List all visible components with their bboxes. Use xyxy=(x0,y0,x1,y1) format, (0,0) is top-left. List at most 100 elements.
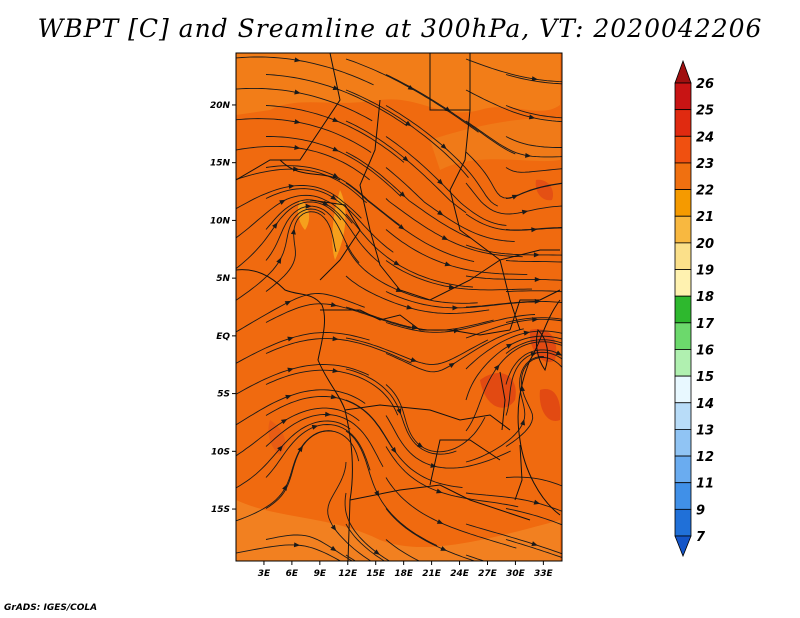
colorbar-top-extension xyxy=(674,59,692,84)
border-10 xyxy=(279,159,341,181)
streamline xyxy=(385,328,524,373)
streamline-arrow xyxy=(282,484,287,491)
colorbar: 26 25 24 23 22 21 20 19 18 17 16 15 14 13 12 11 9 7 xyxy=(674,59,715,558)
streamline xyxy=(345,430,438,547)
streamline xyxy=(265,424,371,478)
streamline-arrow xyxy=(571,559,578,566)
streamline xyxy=(505,74,562,85)
west-coastline xyxy=(236,269,353,561)
streamline xyxy=(465,182,562,215)
map-frame xyxy=(235,52,563,562)
lat-tick-label: 15S xyxy=(211,505,230,515)
streamline-arrow xyxy=(374,490,380,497)
streamline xyxy=(385,477,517,549)
colorbar-swatch xyxy=(674,162,692,190)
streamline-arrow xyxy=(572,587,579,593)
streamline xyxy=(385,167,515,243)
lake-malawi xyxy=(514,444,523,501)
streamline-arrow xyxy=(280,418,288,425)
lon-tick-label: 30E xyxy=(506,569,526,579)
streamline xyxy=(385,384,486,453)
streamline xyxy=(265,413,384,468)
lon-tick-label: 6E xyxy=(286,569,299,579)
streamline xyxy=(465,58,562,83)
colorbar-label: 24 xyxy=(696,130,714,145)
streamline-arrow xyxy=(276,257,282,264)
streamline xyxy=(505,136,562,148)
streamline-arrow xyxy=(555,350,562,356)
streamline-arrow xyxy=(531,76,538,82)
streamline-arrow xyxy=(330,194,337,201)
lon-tick-label: 3E xyxy=(258,569,271,579)
streamline-arrow xyxy=(574,165,580,170)
colorbar-swatch xyxy=(674,215,692,244)
streamline xyxy=(236,332,370,364)
shade-patch-south xyxy=(236,500,560,561)
streamline-arrow xyxy=(437,178,444,185)
streamline xyxy=(236,430,333,522)
streamline-arrow xyxy=(534,276,541,282)
streamline-arrow xyxy=(572,179,579,185)
streamline-arrow xyxy=(330,394,338,400)
colorbar-swatch xyxy=(674,429,692,457)
streamline-arrow xyxy=(416,442,424,448)
streamline xyxy=(465,523,562,555)
streamline xyxy=(505,357,562,447)
colorbar-swatch xyxy=(674,455,692,484)
streamline-arrow xyxy=(574,81,580,86)
streamline xyxy=(345,120,467,214)
streamline xyxy=(236,407,360,457)
streamline-arrow xyxy=(290,228,296,235)
streamline xyxy=(265,211,337,292)
streamline xyxy=(265,303,411,329)
streamline-arrow xyxy=(305,203,312,209)
streamline-arrow xyxy=(332,368,339,374)
colorbar-swatch xyxy=(674,349,692,377)
streamline-arrow xyxy=(393,260,400,266)
streamline xyxy=(236,87,373,122)
streamline-arrow xyxy=(373,549,380,555)
streamline xyxy=(385,229,528,275)
colorbar-label: 13 xyxy=(696,423,714,438)
shade-patch-north xyxy=(236,53,560,115)
colorbar-label: 17 xyxy=(696,317,715,332)
boundaries xyxy=(236,53,561,561)
streamline-arrow xyxy=(521,209,529,215)
streamline xyxy=(344,492,391,561)
streamline xyxy=(506,571,653,610)
streamline-arrow xyxy=(532,317,539,323)
streamline-arrow xyxy=(574,319,581,325)
latitude-axis: 20N 15N 10N 5N EQ 5S 10S 15S xyxy=(210,101,236,515)
streamline-arrow xyxy=(440,546,447,551)
lake-victoria xyxy=(535,329,549,372)
streamline-arrow xyxy=(573,116,579,121)
streamline-arrow xyxy=(448,362,456,369)
streamline xyxy=(265,188,394,253)
streamline-arrow xyxy=(444,261,452,267)
colorbar-label: 19 xyxy=(696,264,714,279)
border-9 xyxy=(429,439,501,486)
lon-tick-label: 12E xyxy=(338,569,358,579)
streamline-arrow xyxy=(330,524,337,531)
border-8 xyxy=(349,484,531,521)
lon-tick-label: 9E xyxy=(314,569,327,579)
streamline-arrow xyxy=(399,191,406,198)
streamline xyxy=(465,120,562,158)
colorbar-label: 11 xyxy=(696,477,714,492)
streamline xyxy=(236,201,342,270)
colorbar-label: 18 xyxy=(696,290,714,305)
streamline xyxy=(385,539,421,561)
streamline xyxy=(265,105,405,163)
streamline xyxy=(385,314,536,333)
streamline-arrow xyxy=(284,300,292,306)
streamline-arrow xyxy=(294,89,301,95)
streamline-arrow xyxy=(402,155,409,162)
streamline xyxy=(345,58,479,133)
streamline-arrow xyxy=(288,183,295,189)
streamline-arrow xyxy=(294,119,301,125)
streamline xyxy=(505,339,562,354)
streamline xyxy=(265,338,412,364)
streamline xyxy=(345,523,386,561)
streamline xyxy=(345,244,478,304)
